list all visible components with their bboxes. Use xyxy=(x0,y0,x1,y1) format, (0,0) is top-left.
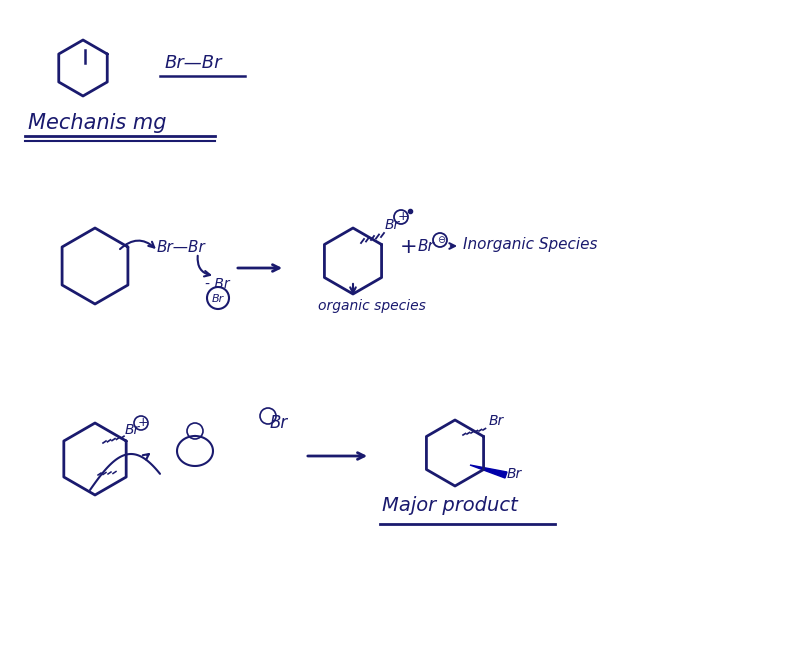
Text: Br: Br xyxy=(125,423,140,437)
Text: +: + xyxy=(400,237,418,257)
Text: Br: Br xyxy=(507,467,522,481)
Text: Br: Br xyxy=(212,294,224,304)
Text: Br: Br xyxy=(489,414,504,428)
Text: +: + xyxy=(398,210,409,223)
Text: +: + xyxy=(138,416,149,429)
Polygon shape xyxy=(470,465,507,478)
Text: Major product: Major product xyxy=(382,496,518,515)
Text: Br—Br: Br—Br xyxy=(157,240,206,256)
Text: ⊖: ⊖ xyxy=(437,235,445,245)
Text: Br—Br: Br—Br xyxy=(165,54,222,72)
Text: Br: Br xyxy=(385,218,400,232)
Text: Mechanis mg: Mechanis mg xyxy=(28,113,166,133)
Text: Inorganic Species: Inorganic Species xyxy=(463,237,598,252)
Text: organic species: organic species xyxy=(318,299,426,313)
Text: Br: Br xyxy=(270,414,288,432)
Text: Br: Br xyxy=(418,239,434,254)
Text: - Br: - Br xyxy=(205,277,230,291)
